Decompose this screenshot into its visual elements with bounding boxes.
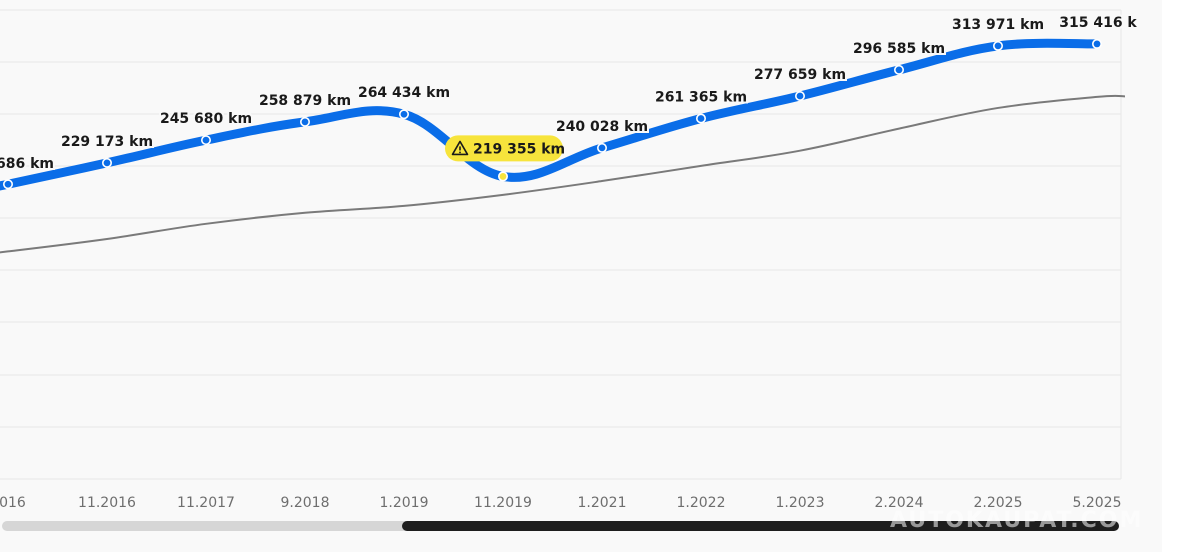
reference-series-line xyxy=(0,94,1126,254)
point-label: 258 879 km xyxy=(259,93,351,109)
data-point[interactable] xyxy=(398,109,409,120)
data-point[interactable] xyxy=(893,64,904,75)
grid-lines xyxy=(0,9,1122,480)
right-gutter xyxy=(1162,0,1177,552)
x-tick-label: 5.2025 xyxy=(1073,495,1122,511)
data-point[interactable] xyxy=(695,113,706,124)
data-point[interactable] xyxy=(3,179,13,190)
series-layer xyxy=(0,38,1126,254)
warning-label: 219 355 km xyxy=(445,135,565,162)
point-label: 277 659 km xyxy=(754,67,846,83)
x-tick-label: 2.2025 xyxy=(974,495,1023,511)
point-label: 264 434 km xyxy=(358,85,450,101)
point-label: 219 355 km xyxy=(473,141,565,157)
data-point[interactable] xyxy=(794,90,805,101)
x-tick-label: 1.2019 xyxy=(380,495,429,511)
point-label: 229 173 km xyxy=(61,134,153,150)
x-tick-label: 9.2018 xyxy=(281,495,330,511)
x-tick-label: 1.2023 xyxy=(776,495,825,511)
point-label: 686 km xyxy=(0,156,54,172)
horizontal-scrollbar-thumb[interactable] xyxy=(402,521,1119,531)
warning-data-point[interactable] xyxy=(497,171,508,182)
x-axis: 2016 11.2016 11.2017 9.2018 1.2019 11.2019 1.2… xyxy=(0,495,1122,511)
point-label: 296 585 km xyxy=(853,41,945,57)
point-label: 240 028 km xyxy=(556,119,648,135)
data-point[interactable] xyxy=(299,116,310,127)
watermark: AUTOKAUPAT.COM xyxy=(890,508,1144,533)
data-point[interactable] xyxy=(201,135,212,146)
point-label: 245 680 km xyxy=(160,111,252,127)
data-point[interactable] xyxy=(102,157,113,168)
warning-badge xyxy=(445,135,563,162)
point-label: 261 365 km xyxy=(655,89,747,105)
point-label: 313 971 km xyxy=(952,17,1044,33)
data-point[interactable] xyxy=(596,142,607,153)
point-label: 315 416 k xyxy=(1059,15,1137,31)
point-labels: 686 km 229 173 km 245 680 km 258 879 km 264 … xyxy=(0,13,1139,174)
x-tick-label: 11.2016 xyxy=(78,495,136,511)
x-tick-label: 2016 xyxy=(0,495,26,511)
warning-triangle-icon xyxy=(451,140,469,156)
x-tick-label: 1.2021 xyxy=(578,495,627,511)
data-point[interactable] xyxy=(992,40,1003,51)
x-tick-label: 1.2022 xyxy=(677,495,726,511)
x-tick-label: 11.2017 xyxy=(177,495,235,511)
data-point[interactable] xyxy=(1092,38,1103,49)
x-tick-label: 11.2019 xyxy=(474,495,532,511)
x-tick-label: 2.2024 xyxy=(875,495,924,511)
